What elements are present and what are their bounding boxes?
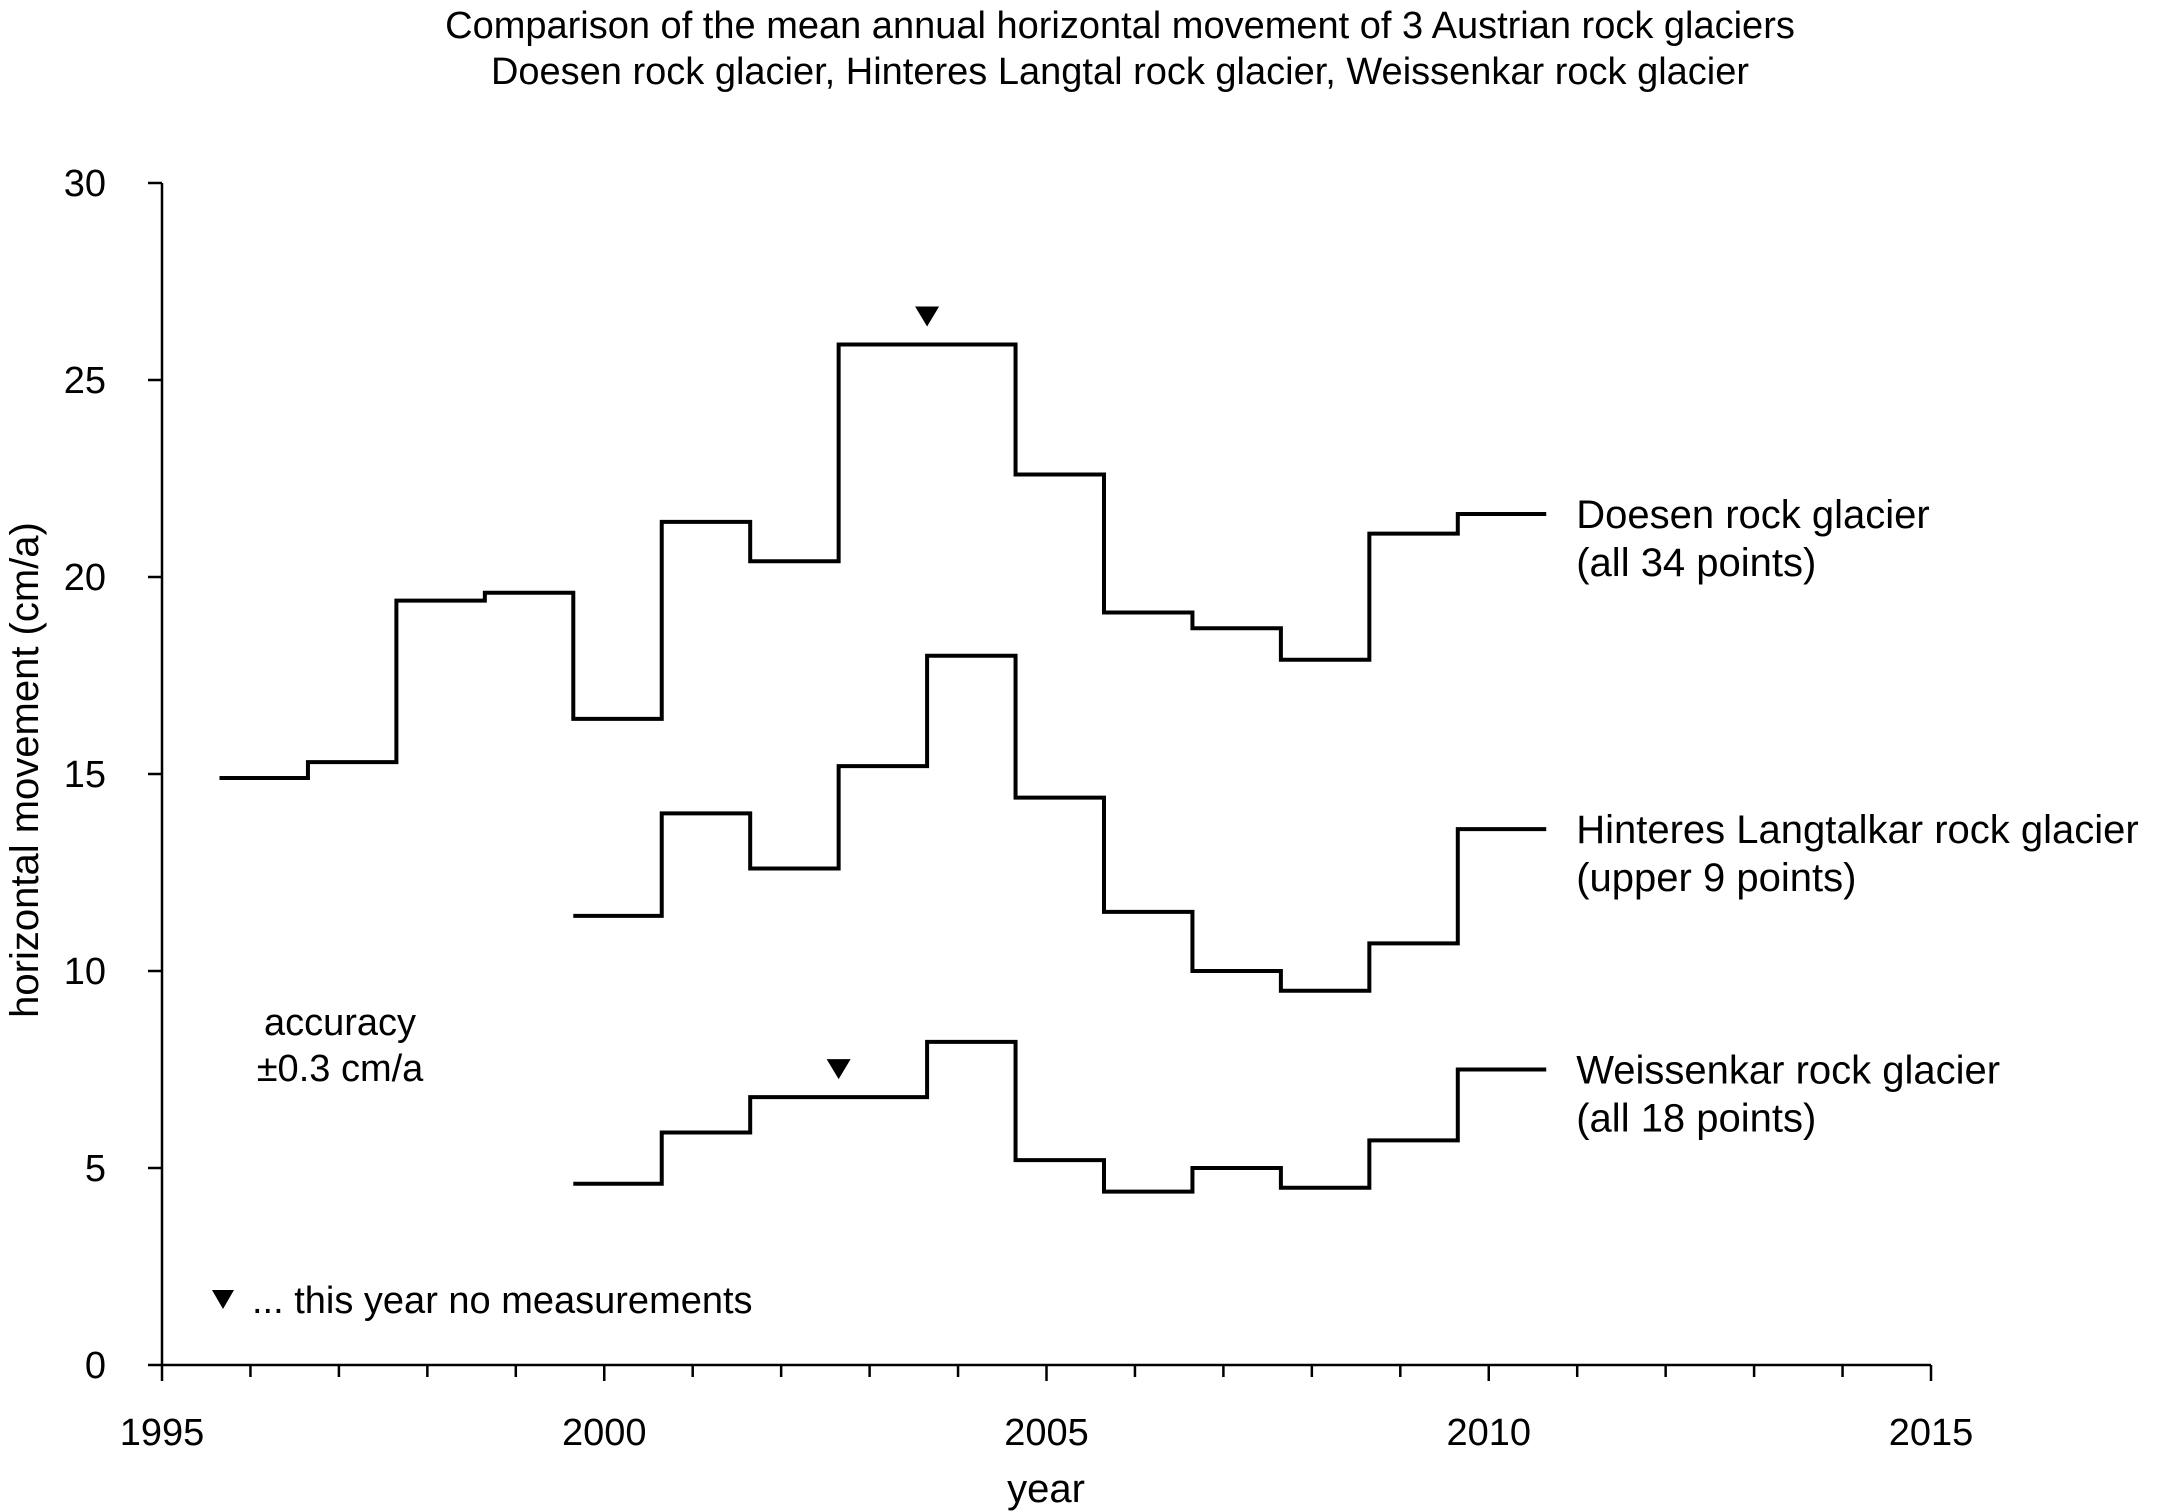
series-note: (all 18 points) xyxy=(1576,1097,1816,1141)
x-tick-label: 2015 xyxy=(1889,1412,1974,1454)
x-tick-label: 2005 xyxy=(1004,1412,1089,1454)
y-tick-label: 25 xyxy=(64,360,106,402)
x-tick-label: 1995 xyxy=(120,1412,205,1454)
series-line xyxy=(219,342,1547,780)
x-tick-label: 2000 xyxy=(562,1412,647,1454)
legend-no-measurement-label: ... this year no measurements xyxy=(252,1280,753,1322)
y-tick-label: 10 xyxy=(64,951,106,993)
accuracy-label-line1: accuracy xyxy=(264,1002,416,1044)
legend-marker-triangle-icon xyxy=(212,1290,234,1309)
series-label: Doesen rock glacier xyxy=(1576,493,1930,537)
series-label: Weissenkar rock glacier xyxy=(1576,1049,2000,1093)
y-axis-title: horizontal movement (cm/a) xyxy=(3,522,47,1018)
series-note: (upper 9 points) xyxy=(1576,856,1856,900)
no-measurement-marker-icon xyxy=(826,1059,851,1080)
series-2: Hinteres Langtalkar rock glacier(upper 9… xyxy=(573,653,2139,993)
y-tick-label: 30 xyxy=(64,163,106,205)
chart-subtitle: Doesen rock glacier, Hinteres Langtal ro… xyxy=(491,51,1749,93)
no-measurement-marker-icon xyxy=(915,306,940,327)
series-note: (all 34 points) xyxy=(1576,541,1816,585)
y-tick-label: 20 xyxy=(64,557,106,599)
x-axis-title: year xyxy=(1007,1467,1085,1511)
series-layer: Doesen rock glacier(all 34 points)Hinter… xyxy=(219,306,2139,1194)
accuracy-label-line2: ±0.3 cm/a xyxy=(257,1048,424,1090)
x-tick-label: 2010 xyxy=(1446,1412,1531,1454)
y-tick-label: 0 xyxy=(85,1345,106,1387)
axes: 1995 2000 2005 2010 2015 0 5 10 15 20 25 30 xyxy=(64,163,1974,1454)
series-label: Hinteres Langtalkar rock glacier xyxy=(1576,808,2138,852)
series-1: Doesen rock glacier(all 34 points) xyxy=(219,306,1930,780)
series-line xyxy=(573,1039,1547,1194)
chart-title: Comparison of the mean annual horizontal… xyxy=(445,5,1795,47)
y-tick-label: 5 xyxy=(85,1148,106,1190)
y-tick-label: 15 xyxy=(64,754,106,796)
series-line xyxy=(573,653,1547,993)
series-3: Weissenkar rock glacier(all 18 points) xyxy=(573,1039,2000,1194)
